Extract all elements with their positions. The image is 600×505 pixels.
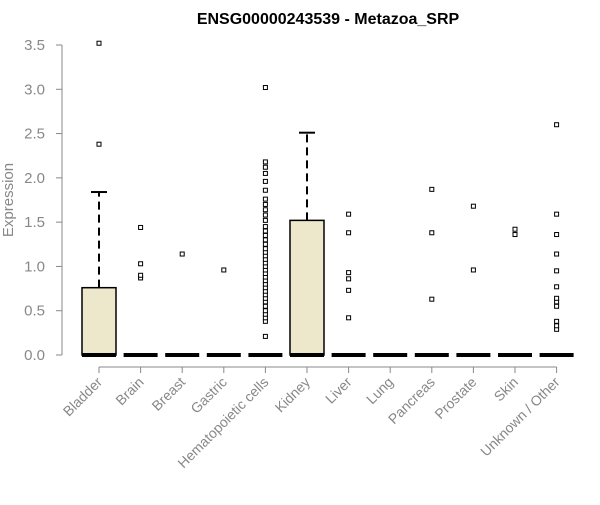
- outlier-point: [262, 201, 268, 207]
- outlier-point: [554, 268, 560, 274]
- outlier-point: [554, 303, 560, 309]
- box-group: [165, 251, 200, 357]
- outlier-point: [554, 318, 560, 324]
- outlier-point: [262, 241, 268, 247]
- outlier-point: [346, 230, 352, 236]
- y-tick-label: 0.0: [24, 347, 45, 364]
- outlier-point: [96, 141, 102, 147]
- box-group: [81, 40, 117, 357]
- outlier-point: [262, 246, 268, 252]
- box-group: [331, 211, 366, 357]
- y-tick-label: 3.5: [24, 37, 45, 54]
- x-tick-label: Bladder: [60, 374, 106, 420]
- outlier-point: [138, 224, 144, 230]
- outlier-point: [262, 85, 268, 91]
- outlier-point: [346, 211, 352, 217]
- box-group: [539, 122, 574, 357]
- outlier-point: [346, 270, 352, 276]
- outlier-point: [262, 187, 268, 193]
- y-axis: 0.0 0.5 1.0 1.5 2.0 2.5 3.0 3.5: [24, 37, 63, 364]
- box-group: [498, 226, 532, 357]
- box-rect: [289, 219, 325, 356]
- outlier-point: [262, 308, 268, 314]
- box-group: [289, 131, 325, 357]
- outlier-point: [512, 226, 518, 232]
- outlier-point: [346, 276, 352, 282]
- outlier-point: [512, 232, 518, 238]
- x-tick-label: Prostate: [431, 374, 479, 422]
- x-tick-label: Skin: [491, 374, 522, 405]
- box-rect: [81, 286, 117, 356]
- box-group: [206, 267, 241, 357]
- outlier-point: [262, 164, 268, 170]
- x-tick-label: Kidney: [272, 374, 314, 416]
- outlier-point: [262, 207, 268, 213]
- x-tick-label: Liver: [322, 374, 355, 407]
- outlier-point: [262, 228, 268, 234]
- outlier-point: [262, 217, 268, 223]
- y-tick-label: 0.5: [24, 303, 45, 320]
- outlier-point: [554, 251, 560, 257]
- outlier-point: [262, 333, 268, 339]
- x-tick-label: Brain: [112, 374, 146, 408]
- outlier-point: [262, 303, 268, 309]
- outlier-point: [262, 237, 268, 243]
- y-axis-label: Expression: [0, 163, 17, 237]
- outlier-point: [429, 230, 435, 236]
- box-series: [81, 40, 574, 357]
- outlier-point: [262, 178, 268, 184]
- outlier-point: [96, 40, 102, 46]
- x-tick-label: Lung: [363, 374, 396, 407]
- outlier-point: [346, 287, 352, 293]
- outlier-point: [262, 232, 268, 238]
- outlier-point: [429, 296, 435, 302]
- y-tick-label: 2.0: [24, 170, 45, 187]
- y-tick-label: 1.0: [24, 258, 45, 275]
- outlier-point: [262, 170, 268, 176]
- box-group: [456, 203, 491, 357]
- box-group: [414, 186, 449, 357]
- y-tick-label: 3.0: [24, 81, 45, 98]
- y-tick-label: 2.5: [24, 126, 45, 143]
- x-tick-label: Breast: [148, 374, 188, 414]
- chart-title: ENSG00000243539 - Metazoa_SRP: [197, 11, 460, 28]
- box-group: [123, 224, 158, 357]
- outlier-point: [179, 251, 185, 257]
- outlier-point: [554, 122, 560, 128]
- box-group: [248, 85, 283, 357]
- outlier-point: [138, 261, 144, 267]
- outlier-point: [554, 295, 560, 301]
- outlier-point: [262, 159, 268, 165]
- outlier-point: [470, 203, 476, 209]
- outlier-point: [554, 232, 560, 238]
- outlier-point: [262, 196, 268, 202]
- outlier-point: [262, 212, 268, 218]
- outlier-point: [138, 272, 144, 278]
- outlier-point: [554, 284, 560, 290]
- outlier-point: [470, 267, 476, 273]
- outlier-point: [554, 323, 560, 329]
- y-tick-label: 1.5: [24, 214, 45, 231]
- x-tick-label: Unknown / Other: [477, 374, 563, 460]
- outlier-point: [429, 186, 435, 192]
- outlier-point: [262, 224, 268, 230]
- outlier-point: [554, 211, 560, 217]
- outlier-point: [221, 267, 227, 273]
- outlier-point: [346, 315, 352, 321]
